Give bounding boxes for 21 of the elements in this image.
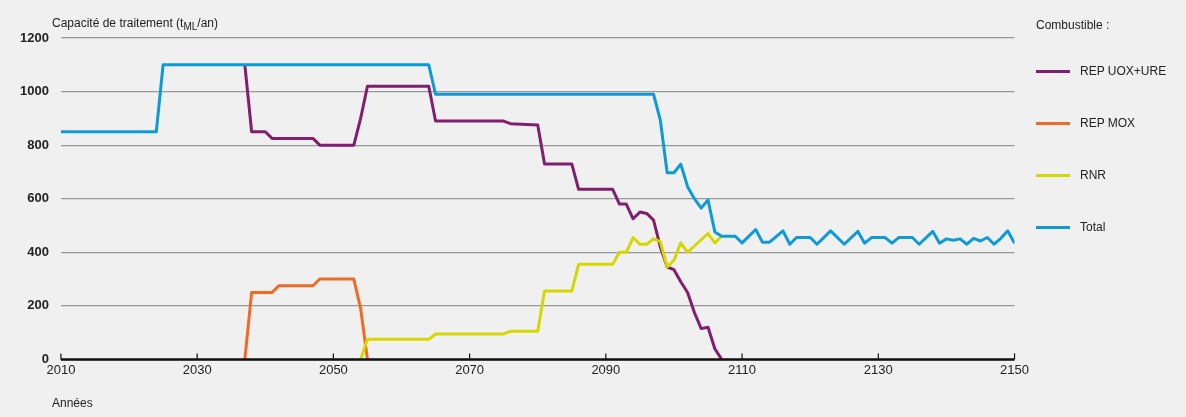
x-tick-label: 2110	[728, 361, 757, 377]
x-tick-label: 2130	[863, 361, 893, 377]
y-tick-label: 800	[27, 136, 49, 152]
legend-label: RNR	[1080, 168, 1106, 182]
legend-label: Total	[1080, 220, 1106, 234]
legend-label: REP UOX+URE	[1080, 64, 1167, 78]
legend-label: REP MOX	[1080, 116, 1136, 130]
x-axis-title: Années	[52, 396, 93, 410]
y-tick-label: 200	[27, 297, 49, 313]
x-tick-label: 2050	[318, 361, 348, 377]
x-tick-label: 2090	[591, 361, 621, 377]
y-tick-label: 600	[27, 190, 49, 206]
y-tick-label: 1000	[20, 83, 49, 99]
y-tick-label: 1200	[20, 29, 49, 45]
y-axis-title: Capacité de traitement (t$_{ML}$/an)	[52, 16, 218, 33]
x-tick-label: 2030	[182, 361, 212, 377]
x-tick-label: 2070	[455, 361, 485, 377]
y-tick-label: 400	[27, 243, 49, 259]
x-tick-label: 2150	[1000, 361, 1029, 377]
legend-title: Combustible :	[1036, 18, 1111, 32]
y-tick-label: 0	[41, 350, 49, 366]
